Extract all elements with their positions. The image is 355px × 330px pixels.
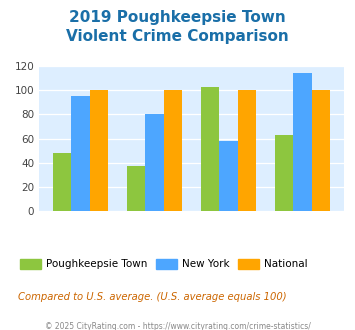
Bar <box>127 166 146 211</box>
Bar <box>201 86 219 211</box>
Text: 2019 Poughkeepsie Town
Violent Crime Comparison: 2019 Poughkeepsie Town Violent Crime Com… <box>66 10 289 44</box>
Bar <box>312 90 331 211</box>
Bar <box>238 90 256 211</box>
Bar <box>71 96 90 211</box>
Bar <box>294 73 312 211</box>
Bar <box>146 115 164 211</box>
Text: © 2025 CityRating.com - https://www.cityrating.com/crime-statistics/: © 2025 CityRating.com - https://www.city… <box>45 322 310 330</box>
Legend: Poughkeepsie Town, New York, National: Poughkeepsie Town, New York, National <box>16 254 312 274</box>
Bar <box>275 135 294 211</box>
Bar <box>164 90 182 211</box>
Bar <box>219 141 238 211</box>
Text: Compared to U.S. average. (U.S. average equals 100): Compared to U.S. average. (U.S. average … <box>18 292 286 302</box>
Bar <box>90 90 108 211</box>
Bar <box>53 153 71 211</box>
